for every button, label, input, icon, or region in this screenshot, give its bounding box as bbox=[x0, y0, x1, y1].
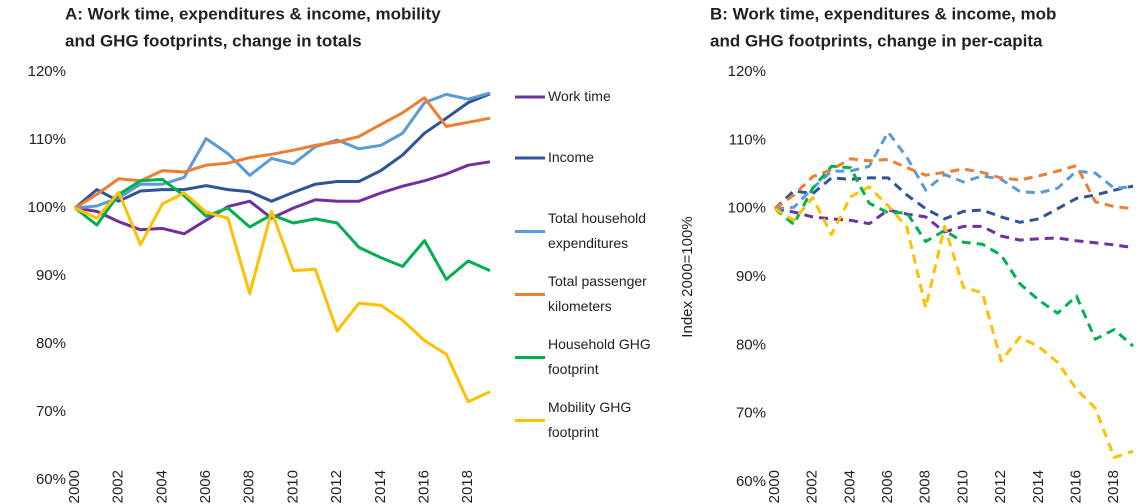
x-tick-label: 2008 bbox=[241, 470, 258, 503]
y-tick-label: 80% bbox=[736, 336, 766, 353]
legend-label-line: expenditures bbox=[548, 235, 628, 251]
x-tick-label: 2002 bbox=[110, 470, 127, 503]
legend-label-line: Income bbox=[548, 149, 594, 165]
legend-label-line: Work time bbox=[548, 88, 611, 104]
y-tick-label: 120% bbox=[28, 63, 66, 80]
legend-label: Work time bbox=[548, 88, 611, 104]
legend-label-line: kilometers bbox=[548, 298, 612, 314]
x-tick-label: 2006 bbox=[197, 470, 214, 503]
y-tick-label: 120% bbox=[728, 63, 766, 80]
y-tick-label: 90% bbox=[36, 267, 66, 284]
legend-label: Total household expenditures bbox=[548, 210, 650, 251]
data-line bbox=[774, 185, 1134, 459]
legend-label-line: Total household bbox=[548, 210, 650, 226]
legend-label-line: Household GHG bbox=[548, 336, 655, 352]
data-line bbox=[773, 176, 1134, 224]
x-tick-label: 2018 bbox=[1105, 470, 1122, 503]
y-tick-label: 100% bbox=[28, 199, 66, 216]
x-tick-label: 2000 bbox=[766, 470, 783, 503]
y-tick-label: 70% bbox=[36, 403, 66, 420]
chart-title: A: Work time, expenditures & income, mob… bbox=[65, 4, 441, 23]
y-tick-label: 60% bbox=[36, 471, 66, 488]
chart-title: and GHG footprints, change in totals bbox=[65, 31, 362, 50]
x-tick-label: 2014 bbox=[372, 470, 389, 503]
data-line bbox=[774, 130, 1134, 211]
y-tick-label: 90% bbox=[736, 268, 766, 285]
x-tick-label: 2002 bbox=[804, 470, 821, 503]
legend-label: Household GHG footprint bbox=[548, 336, 655, 377]
data-line bbox=[774, 207, 1134, 250]
legend-label-line: footprint bbox=[548, 424, 599, 440]
legend-label: Mobility GHG footprint bbox=[548, 399, 635, 440]
y-tick-label: 70% bbox=[736, 405, 766, 422]
x-tick-label: 2000 bbox=[66, 470, 83, 503]
x-tick-label: 2004 bbox=[153, 470, 170, 503]
x-tick-label: 2004 bbox=[841, 470, 858, 503]
chart-title: B: Work time, expenditures & income, mob bbox=[710, 4, 1056, 23]
data-line bbox=[74, 160, 491, 236]
legend-label: Total passenger kilometers bbox=[548, 273, 651, 314]
y-tick-label: 80% bbox=[36, 335, 66, 352]
legend-label-line: Mobility GHG bbox=[548, 399, 635, 415]
data-line bbox=[774, 164, 1134, 348]
x-tick-label: 2010 bbox=[284, 470, 301, 503]
legend-label-line: footprint bbox=[548, 361, 599, 377]
x-tick-label: 2016 bbox=[415, 470, 432, 503]
x-tick-label: 2008 bbox=[917, 470, 934, 503]
data-line bbox=[74, 92, 491, 210]
x-tick-label: 2014 bbox=[1030, 470, 1047, 503]
x-tick-label: 2006 bbox=[879, 470, 896, 503]
data-line bbox=[774, 157, 1134, 211]
legend-label-line: Total passenger bbox=[548, 273, 651, 289]
y-axis-label: Index 2000=100% bbox=[679, 216, 696, 337]
x-tick-label: 2012 bbox=[992, 470, 1009, 503]
legend-label: Income bbox=[548, 149, 594, 165]
y-tick-label: 60% bbox=[736, 473, 766, 490]
y-tick-label: 110% bbox=[729, 131, 766, 148]
y-tick-label: 100% bbox=[728, 200, 766, 217]
data-line bbox=[74, 190, 491, 404]
x-tick-label: 2010 bbox=[954, 470, 971, 503]
data-line bbox=[74, 177, 491, 281]
chart-title: and GHG footprints, change in per-capita bbox=[710, 31, 1043, 50]
x-tick-label: 2016 bbox=[1067, 470, 1084, 503]
data-line bbox=[74, 91, 491, 210]
x-tick-label: 2018 bbox=[459, 470, 476, 503]
x-tick-label: 2012 bbox=[328, 470, 345, 503]
y-tick-label: 110% bbox=[29, 131, 66, 148]
